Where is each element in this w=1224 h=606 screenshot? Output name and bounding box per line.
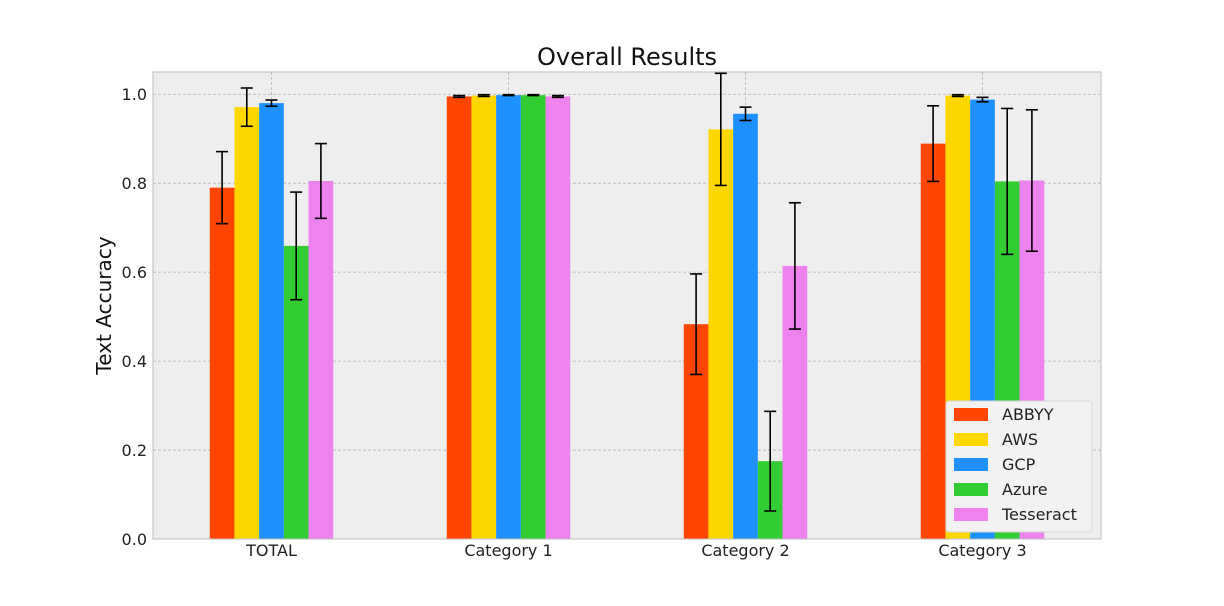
y-tick-label: 0.8 — [122, 174, 147, 193]
x-tick-label: Category 3 — [938, 541, 1026, 560]
y-tick-label: 0.2 — [122, 441, 147, 460]
legend-swatch-aws — [954, 433, 988, 446]
x-tick-label: Category 1 — [464, 541, 552, 560]
x-tick-label: TOTAL — [245, 541, 297, 560]
legend-swatch-gcp — [954, 458, 988, 471]
y-axis-label: Text Accuracy — [92, 236, 116, 375]
legend: ABBYY AWS GCP Azure Tesseract — [946, 401, 1092, 532]
legend-label-gcp: GCP — [1002, 455, 1036, 474]
legend-swatch-tesseract — [954, 508, 988, 521]
bar-gcp-1 — [496, 95, 521, 539]
legend-label-tesseract: Tesseract — [1001, 505, 1077, 524]
legend-swatch-azure — [954, 483, 988, 496]
bar-tesseract-0 — [309, 181, 334, 539]
legend-label-azure: Azure — [1002, 480, 1048, 499]
bar-abbyy-0 — [210, 188, 235, 539]
legend-swatch-abbyy — [954, 408, 988, 421]
y-tick-label: 0.0 — [122, 530, 147, 549]
bar-gcp-0 — [259, 103, 284, 539]
bar-gcp-2 — [733, 114, 758, 539]
x-tick-label: Category 2 — [701, 541, 789, 560]
y-axis-ticks: 0.0 0.2 0.4 0.6 0.8 1.0 — [122, 85, 147, 549]
x-axis-ticks: TOTAL Category 1 Category 2 Category 3 — [245, 541, 1027, 560]
y-tick-label: 1.0 — [122, 85, 147, 104]
bar-tesseract-1 — [546, 96, 571, 539]
bar-abbyy-3 — [921, 144, 946, 539]
legend-label-aws: AWS — [1002, 430, 1038, 449]
bar-abbyy-1 — [447, 96, 472, 539]
bar-aws-2 — [708, 129, 733, 539]
chart-title: Overall Results — [537, 43, 717, 71]
bar-azure-1 — [521, 95, 546, 539]
bar-aws-0 — [234, 107, 259, 539]
legend-label-abbyy: ABBYY — [1002, 405, 1054, 424]
y-tick-label: 0.6 — [122, 263, 147, 282]
bar-aws-1 — [471, 96, 496, 539]
y-tick-label: 0.4 — [122, 352, 147, 371]
